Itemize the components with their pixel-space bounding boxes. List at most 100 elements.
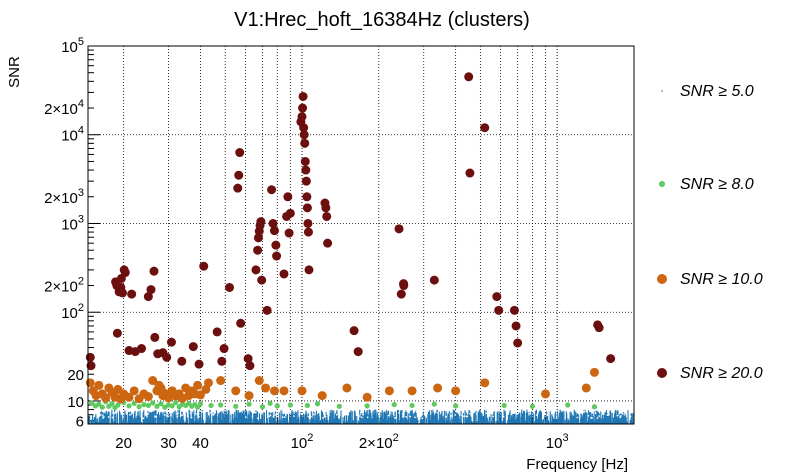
band-gap <box>476 413 478 415</box>
data-point <box>274 403 280 409</box>
band-gap <box>154 415 156 417</box>
band-gap <box>616 414 619 417</box>
y-tick-label: 2×102 <box>44 276 84 296</box>
band-gap <box>582 411 584 413</box>
band-gap <box>324 413 326 416</box>
data-point <box>298 103 308 113</box>
band-gap <box>619 416 622 418</box>
band-gap <box>466 415 469 418</box>
legend-marker <box>657 368 667 378</box>
data-point <box>323 238 333 248</box>
band-gap <box>594 412 597 415</box>
band-gap <box>470 415 473 417</box>
data-point <box>212 327 222 337</box>
data-point <box>298 91 308 101</box>
data-point <box>101 393 111 403</box>
band-gap <box>590 417 592 419</box>
data-point <box>166 337 176 347</box>
data-point <box>297 112 307 122</box>
band-gap <box>304 411 306 414</box>
data-point <box>115 402 121 408</box>
data-point <box>541 389 551 399</box>
data-point <box>272 251 282 261</box>
legend-marker <box>661 90 663 92</box>
band-gap <box>492 415 494 418</box>
data-point <box>162 352 172 362</box>
band-gap <box>543 409 545 412</box>
band-gap <box>402 413 404 415</box>
band-gap <box>463 415 465 418</box>
data-point <box>342 383 352 393</box>
band-gap <box>117 411 119 413</box>
band-gap <box>490 411 493 414</box>
band-gap <box>398 412 400 414</box>
band-gap <box>576 416 579 419</box>
data-point <box>195 390 205 400</box>
data-point <box>234 170 244 180</box>
band-gap <box>268 415 271 417</box>
legend-marker <box>659 181 665 187</box>
data-point <box>511 321 521 331</box>
band-gap <box>128 410 131 413</box>
band-gap <box>360 416 363 419</box>
band-gap <box>169 414 172 417</box>
band-gap <box>312 413 315 416</box>
data-point <box>314 401 321 407</box>
band-gap <box>567 412 569 415</box>
band-gap <box>146 415 148 418</box>
band-gap <box>324 415 327 418</box>
band-gap <box>335 413 338 416</box>
band-gap <box>414 416 416 419</box>
band-gap <box>232 412 234 415</box>
band-gap <box>621 410 623 412</box>
band-gap <box>272 415 275 418</box>
band-gap <box>437 412 439 414</box>
data-point <box>112 328 122 338</box>
band-gap <box>502 415 505 418</box>
data-point <box>251 265 261 275</box>
data-point <box>148 376 158 386</box>
data-point <box>150 332 160 342</box>
band-gap <box>583 410 586 413</box>
band-gap <box>445 415 448 418</box>
data-point <box>391 401 397 408</box>
band-gap <box>147 413 149 415</box>
data-point <box>269 226 279 236</box>
data-point <box>245 361 255 371</box>
y-tick-label: 103 <box>61 213 84 233</box>
data-point <box>322 211 332 221</box>
band-gap <box>491 412 494 415</box>
band-gap <box>231 409 234 412</box>
band-gap <box>172 410 174 412</box>
data-point <box>85 378 95 388</box>
data-point <box>302 192 312 202</box>
data-point <box>131 400 137 406</box>
y-tick-label: 104 <box>61 125 84 145</box>
data-point <box>480 378 490 388</box>
band-gap <box>282 412 284 414</box>
band-gap <box>560 409 563 412</box>
data-point <box>195 404 201 410</box>
y-tick-label: 2×104 <box>44 98 84 118</box>
band-gap <box>306 412 309 414</box>
band-gap <box>100 414 102 416</box>
band-gap <box>102 417 104 419</box>
data-point <box>594 323 604 333</box>
data-point <box>362 392 372 402</box>
data-point <box>127 289 137 299</box>
data-point <box>492 292 502 302</box>
data-point <box>304 265 314 275</box>
data-point <box>283 192 293 202</box>
band-gap <box>121 412 123 415</box>
band-gap <box>198 409 200 412</box>
band-gap <box>218 410 220 413</box>
band-gap <box>421 413 423 416</box>
data-point <box>199 261 209 271</box>
band-gap <box>166 414 168 417</box>
band-gap <box>546 414 549 416</box>
band-gap <box>413 410 416 413</box>
band-gap <box>450 415 453 417</box>
legend-label: SNR ≥ 20.0 <box>680 365 763 382</box>
band-gap <box>625 413 627 415</box>
